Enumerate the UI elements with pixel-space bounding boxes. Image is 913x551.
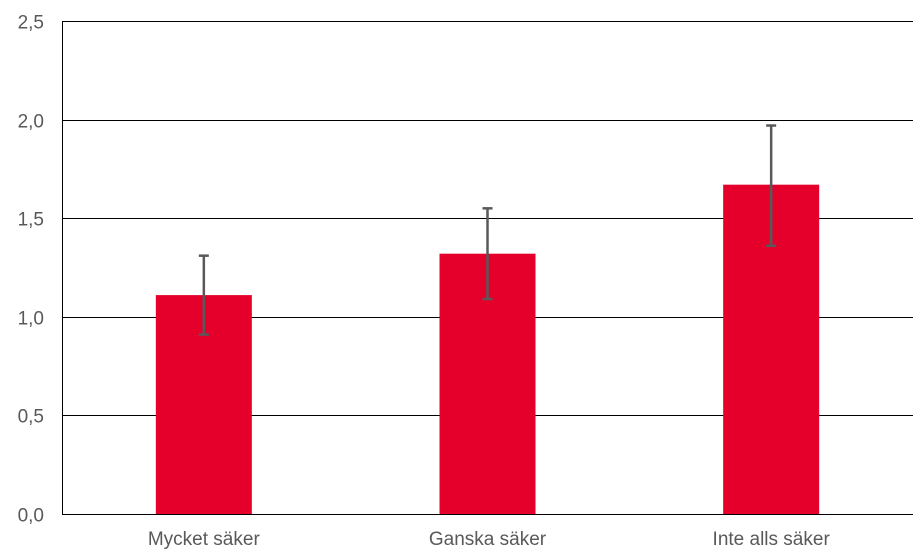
x-category-label: Ganska säker xyxy=(429,529,547,550)
error-bar-0 xyxy=(198,254,209,336)
x-category-label: Mycket säker xyxy=(148,529,261,550)
x-category-label: Inte alls säker xyxy=(713,529,831,550)
y-tick-label: 1,5 xyxy=(18,210,44,231)
y-tick-label: 2,0 xyxy=(18,112,44,133)
error-bar-2 xyxy=(766,124,777,248)
x-axis-category-labels: Mycket säker Ganska säker Inte alls säker xyxy=(148,529,831,550)
error-bar-1 xyxy=(482,207,493,301)
y-tick-label: 1,0 xyxy=(18,309,44,330)
y-tick-label: 0,0 xyxy=(18,506,44,527)
y-tick-label: 2,5 xyxy=(18,13,44,34)
error-bars xyxy=(198,124,777,336)
y-axis-tick-labels: 0,0 0,5 1,0 1,5 2,0 2,5 xyxy=(18,13,44,527)
y-tick-label: 0,5 xyxy=(18,407,44,428)
